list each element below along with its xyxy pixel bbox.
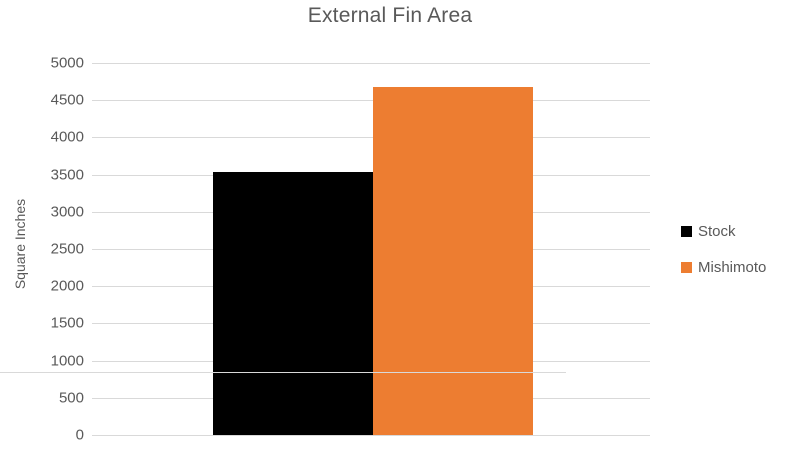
legend-item-mishimoto[interactable]: Mishimoto [681,254,766,280]
y-axis-tick-label: 5000 [50,54,84,72]
y-axis-tick-label: 2500 [50,240,84,258]
y-axis-tick-label: 3500 [50,166,84,184]
legend-item-stock[interactable]: Stock [681,218,766,244]
y-axis-tick-label: 2000 [50,277,84,295]
y-axis-tick-label: 3000 [50,203,84,221]
legend-swatch-icon [681,261,692,273]
y-axis-tick-label: 0 [75,426,84,444]
chart-title: External Fin Area [307,4,473,27]
gridline [92,63,650,64]
chart-legend: Stock Mishimoto [681,218,766,290]
y-axis-tick-label: 4500 [50,91,84,109]
y-axis-tick-label: 1000 [50,352,84,370]
bar-stock [213,171,373,435]
legend-label: Mishimoto [698,258,767,276]
y-axis-tick-label: 1500 [50,314,84,332]
y-axis-tick-label: 4000 [50,128,84,146]
plot-area [92,63,650,436]
legend-swatch-icon [681,225,692,237]
y-axis-tick-label: 500 [58,389,84,407]
bar-mishimoto [373,86,533,435]
legend-label: Stock [698,222,736,240]
gridline [92,100,650,102]
gridline [92,435,650,436]
x-axis-line [0,372,566,373]
y-axis-tick-labels: 5000 4500 4000 3500 3000 2500 2000 1500 1000 500 0 [0,55,84,444]
gridline [92,137,650,139]
